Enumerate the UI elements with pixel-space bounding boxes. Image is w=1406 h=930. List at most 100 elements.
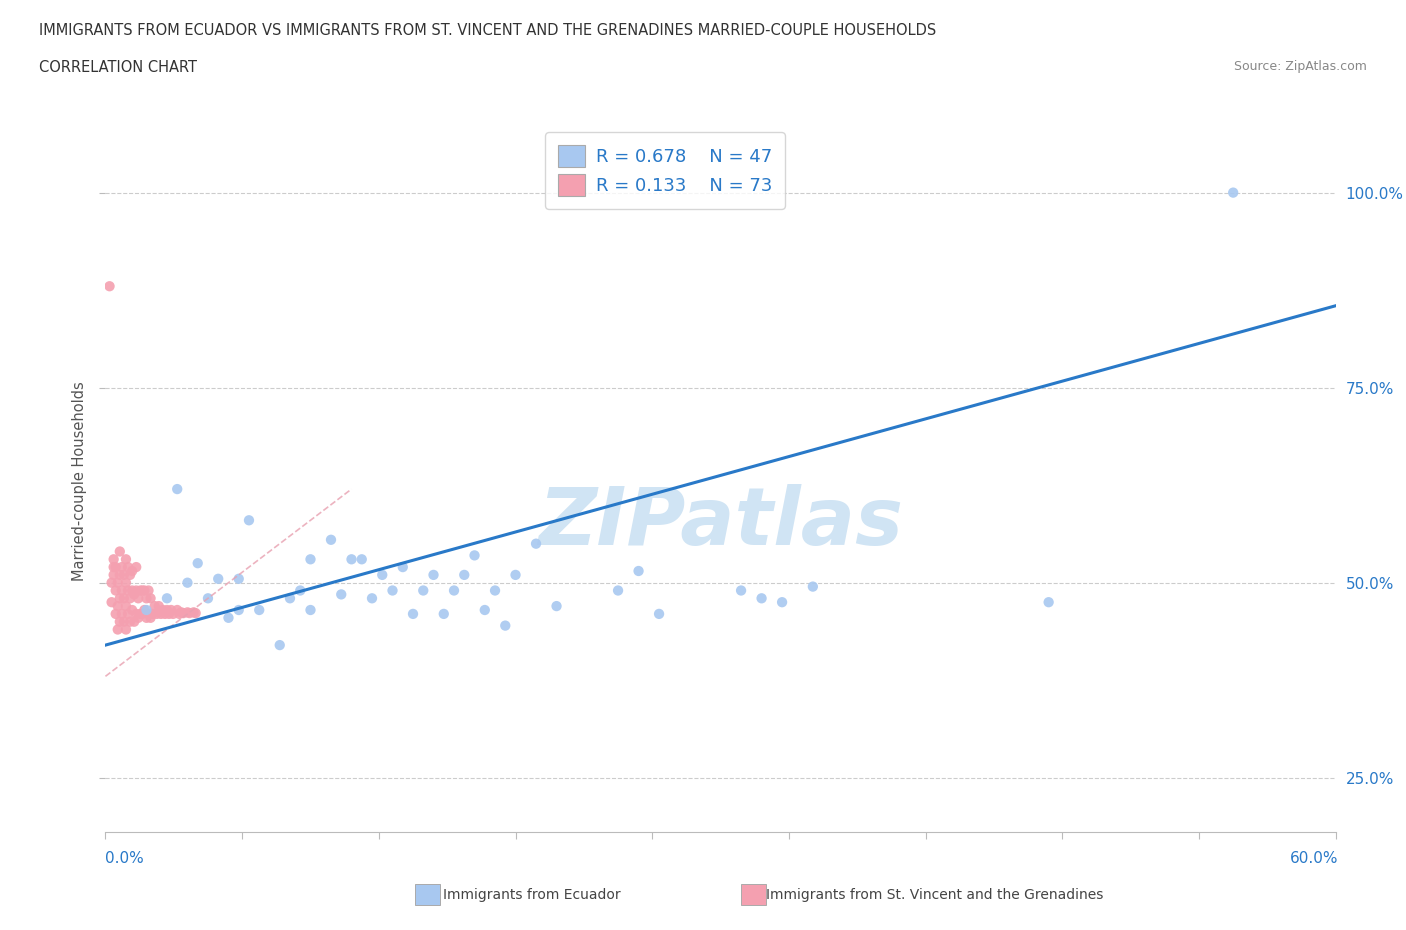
Point (166, 482, 188, 497)
Point (160, 603, 183, 618)
Point (247, 603, 270, 618)
Point (319, 532, 342, 547)
Point (112, 615, 135, 630)
Point (134, 603, 156, 618)
Point (115, 622, 138, 637)
Point (166, 603, 188, 618)
Point (104, 560, 127, 575)
Point (381, 583, 404, 598)
Point (138, 583, 160, 598)
Point (183, 604, 205, 619)
Point (115, 551, 138, 566)
Point (103, 551, 125, 566)
Point (176, 576, 198, 591)
Point (115, 576, 138, 591)
Point (122, 615, 145, 630)
Point (207, 571, 229, 586)
Point (111, 583, 134, 598)
Point (464, 548, 486, 563)
Point (730, 583, 752, 598)
Point (121, 603, 143, 618)
Point (184, 605, 207, 620)
Text: Source: ZipAtlas.com: Source: ZipAtlas.com (1233, 60, 1367, 73)
Text: Immigrants from Ecuador: Immigrants from Ecuador (443, 887, 620, 902)
Point (751, 591, 773, 605)
Point (125, 606, 148, 621)
Point (108, 544, 131, 559)
Point (139, 591, 162, 605)
Point (170, 604, 193, 619)
Point (138, 606, 160, 621)
Point (103, 560, 125, 575)
Text: IMMIGRANTS FROM ECUADOR VS IMMIGRANTS FROM ST. VINCENT AND THE GRENADINES MARRIE: IMMIGRANTS FROM ECUADOR VS IMMIGRANTS FR… (39, 23, 936, 38)
Point (290, 583, 312, 598)
Point (484, 583, 506, 598)
Point (125, 583, 148, 598)
FancyBboxPatch shape (741, 884, 766, 905)
Point (100, 576, 122, 591)
Point (494, 618, 516, 633)
Point (121, 583, 143, 598)
Point (111, 560, 134, 575)
Point (299, 603, 322, 618)
Point (104, 606, 127, 621)
Point (524, 537, 547, 551)
Point (607, 583, 630, 598)
Point (103, 567, 125, 582)
Point (148, 599, 170, 614)
Point (176, 604, 198, 619)
Point (218, 610, 240, 625)
Point (143, 599, 166, 614)
Point (474, 603, 496, 618)
Point (104, 583, 127, 598)
Point (391, 560, 413, 575)
Point (546, 599, 568, 614)
Point (120, 615, 141, 630)
Point (112, 567, 135, 582)
Point (433, 606, 456, 621)
Point (187, 556, 209, 571)
Point (197, 591, 219, 605)
Point (145, 606, 167, 621)
Point (134, 583, 156, 598)
Point (125, 560, 148, 575)
Point (115, 599, 138, 614)
Point (98, 279, 121, 294)
Point (443, 583, 465, 598)
Point (156, 603, 179, 618)
Y-axis label: Married-couple Households: Married-couple Households (72, 381, 87, 581)
Point (152, 603, 174, 618)
Point (1038, 595, 1060, 610)
Point (238, 512, 260, 527)
Point (120, 567, 141, 582)
Point (157, 606, 180, 621)
Point (770, 595, 793, 610)
Point (111, 606, 134, 621)
Point (350, 551, 373, 566)
Point (648, 606, 671, 621)
Point (112, 591, 135, 605)
Point (269, 638, 291, 653)
Point (100, 595, 122, 610)
Point (107, 576, 129, 591)
Point (371, 567, 394, 582)
Point (453, 567, 475, 582)
Point (299, 551, 322, 566)
Point (131, 583, 153, 598)
Point (422, 567, 444, 582)
Text: Immigrants from St. Vincent and the Grenadines: Immigrants from St. Vincent and the Gren… (766, 887, 1104, 902)
Point (169, 606, 191, 621)
Point (278, 591, 301, 605)
Point (505, 567, 527, 582)
Point (135, 591, 157, 605)
Point (108, 591, 131, 605)
Point (153, 606, 176, 621)
Point (122, 587, 145, 602)
Text: ZIPatlas: ZIPatlas (538, 485, 903, 563)
Point (131, 606, 153, 621)
Point (117, 606, 139, 621)
Point (129, 583, 152, 598)
Point (107, 622, 129, 637)
Point (135, 603, 157, 618)
Point (1222, 185, 1244, 200)
